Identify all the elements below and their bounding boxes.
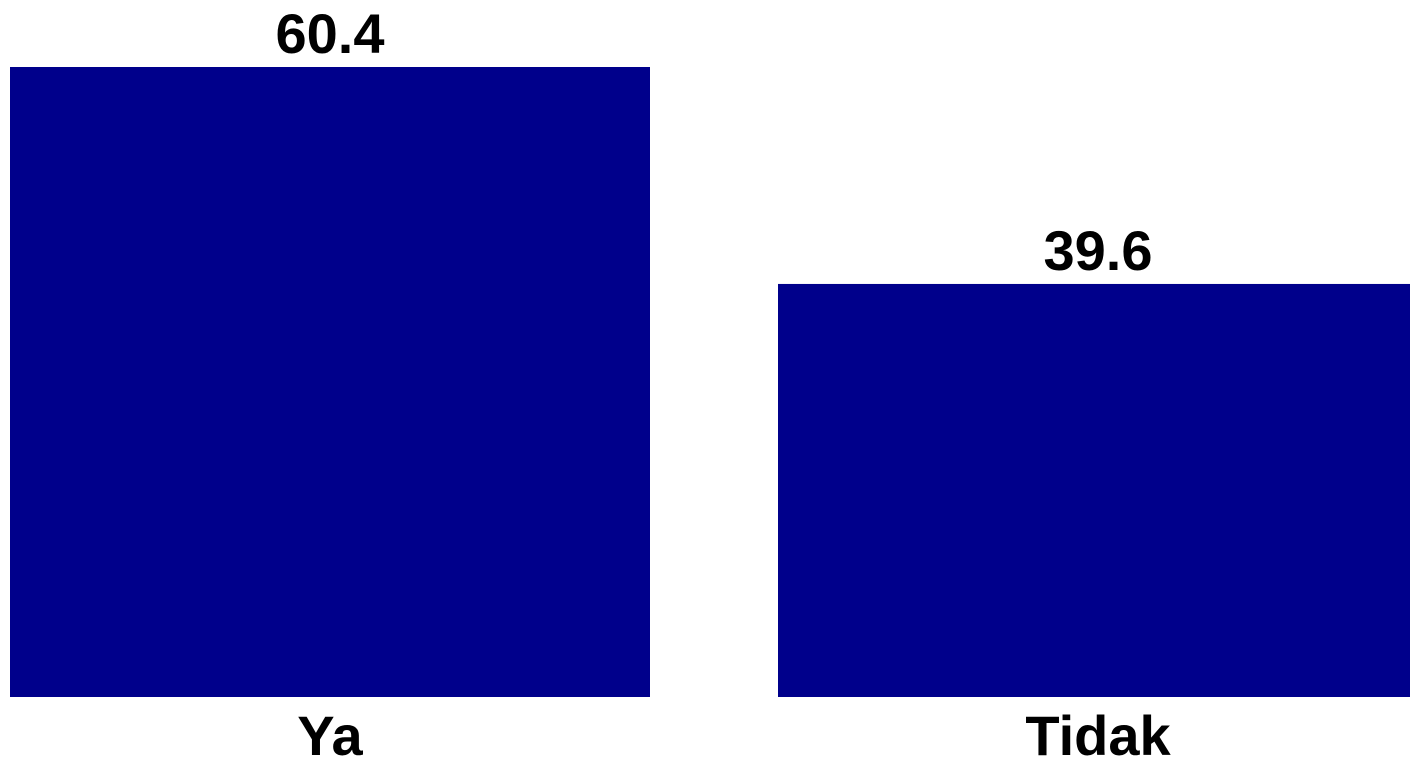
value-labels-group: 60.4 39.6 — [276, 2, 1153, 282]
bar-ya — [10, 67, 650, 697]
category-label-tidak: Tidak — [1025, 704, 1171, 759]
category-labels-group: Ya Tidak — [297, 704, 1171, 759]
value-label-ya: 60.4 — [276, 2, 385, 65]
bar-tidak — [778, 283, 1410, 697]
bars-group — [10, 67, 1410, 697]
value-label-tidak: 39.6 — [1044, 219, 1153, 282]
category-label-ya: Ya — [297, 704, 363, 759]
